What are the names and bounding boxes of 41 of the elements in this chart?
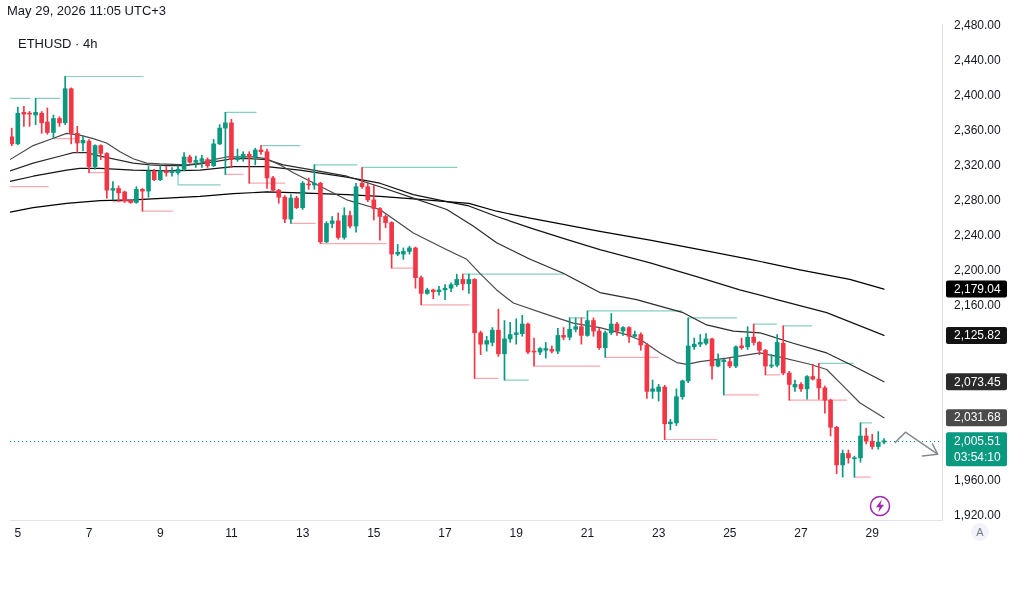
candlestick: [810, 363, 816, 381]
x-tick-label: 19: [509, 525, 524, 540]
candlestick: [163, 166, 169, 177]
text: 2,179.04: [954, 281, 1002, 296]
y-tick-label: 2,240.00: [954, 228, 1002, 243]
candlestick: [816, 363, 822, 400]
x-tick-label: 5: [14, 525, 22, 540]
candlestick: [169, 167, 175, 177]
y-tick-label: 1,920.00: [954, 507, 1002, 522]
y-tick-label: 2,400.00: [954, 88, 1002, 103]
ref-line-label: 2,005.51: [954, 433, 1002, 448]
y-tick-label: 2,320.00: [954, 158, 1002, 173]
candlestick: [110, 181, 116, 201]
text: 03:54:10: [954, 449, 1002, 464]
x-tick-label: 29: [865, 525, 880, 540]
candlestick: [193, 155, 199, 168]
chart-subtitle: May 29, 2026 11:05 UTC+3: [7, 2, 167, 18]
x-tick-label: 17: [438, 525, 453, 540]
x-tick-label: 27: [794, 525, 809, 540]
x-tick-label: 21: [580, 525, 595, 540]
x-tick-label: 15: [367, 525, 381, 540]
x-tick-label: 23: [651, 525, 666, 540]
candlestick: [246, 151, 252, 184]
round-button: A: [971, 523, 989, 541]
y-tick-label: 2,440.00: [954, 53, 1002, 68]
x-tick-label: 13: [295, 525, 310, 540]
x-tick-label: 11: [225, 525, 238, 540]
candlestick: [430, 288, 436, 300]
y-tick-label: 2,480.00: [954, 18, 1002, 33]
x-tick-label: 25: [723, 525, 737, 540]
text: 2,125.82: [954, 328, 1002, 343]
x-tick-label: 7: [85, 525, 93, 540]
y-tick-label: 2,280.00: [954, 193, 1002, 208]
y-tick-label: 1,960.00: [954, 472, 1002, 487]
x-tick-label: 9: [156, 525, 164, 540]
y-tick-label: 2,360.00: [954, 123, 1002, 138]
y-tick-label: 2,160.00: [954, 297, 1002, 312]
text: ETHUSD · 4h: [18, 35, 98, 51]
text: 2,073.45: [954, 374, 1002, 389]
y-tick-label: 2,200.00: [954, 263, 1002, 277]
text: 2,031.68: [954, 410, 1002, 425]
